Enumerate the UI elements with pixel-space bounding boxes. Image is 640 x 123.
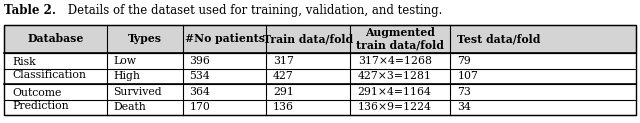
Text: 317: 317 (273, 56, 294, 66)
Text: 170: 170 (189, 102, 211, 112)
Text: 534: 534 (189, 71, 211, 81)
Text: Risk
Classification: Risk Classification (12, 57, 86, 80)
Text: Types: Types (128, 33, 162, 44)
Text: Train data/fold: Train data/fold (263, 33, 353, 44)
Text: 317×4=1268: 317×4=1268 (358, 56, 432, 66)
Text: 34: 34 (458, 102, 471, 112)
Text: 427×3=1281: 427×3=1281 (358, 71, 432, 81)
Text: 427: 427 (273, 71, 294, 81)
Text: Database: Database (28, 33, 84, 44)
Text: 107: 107 (458, 71, 478, 81)
Text: #No patients: #No patients (184, 33, 264, 44)
Text: Details of the dataset used for training, validation, and testing.: Details of the dataset used for training… (64, 4, 442, 17)
Bar (4, 24, 636, 115)
Text: Augmented
train data/fold: Augmented train data/fold (356, 27, 444, 51)
Text: 396: 396 (189, 56, 211, 66)
Bar (4, 24, 636, 53)
Text: 79: 79 (458, 56, 471, 66)
Text: 136: 136 (273, 102, 294, 112)
Text: 73: 73 (458, 87, 471, 97)
Text: 291×4=1164: 291×4=1164 (358, 87, 431, 97)
Text: High: High (113, 71, 140, 81)
Text: Survived: Survived (113, 87, 162, 97)
Text: Low: Low (113, 56, 136, 66)
Text: 291: 291 (273, 87, 294, 97)
Text: 364: 364 (189, 87, 211, 97)
Text: Table 2.: Table 2. (4, 4, 56, 17)
Text: Outcome
Prediction: Outcome Prediction (12, 88, 69, 111)
Text: 136×9=1224: 136×9=1224 (358, 102, 432, 112)
Text: Test data/fold: Test data/fold (457, 33, 540, 44)
Text: Death: Death (113, 102, 146, 112)
